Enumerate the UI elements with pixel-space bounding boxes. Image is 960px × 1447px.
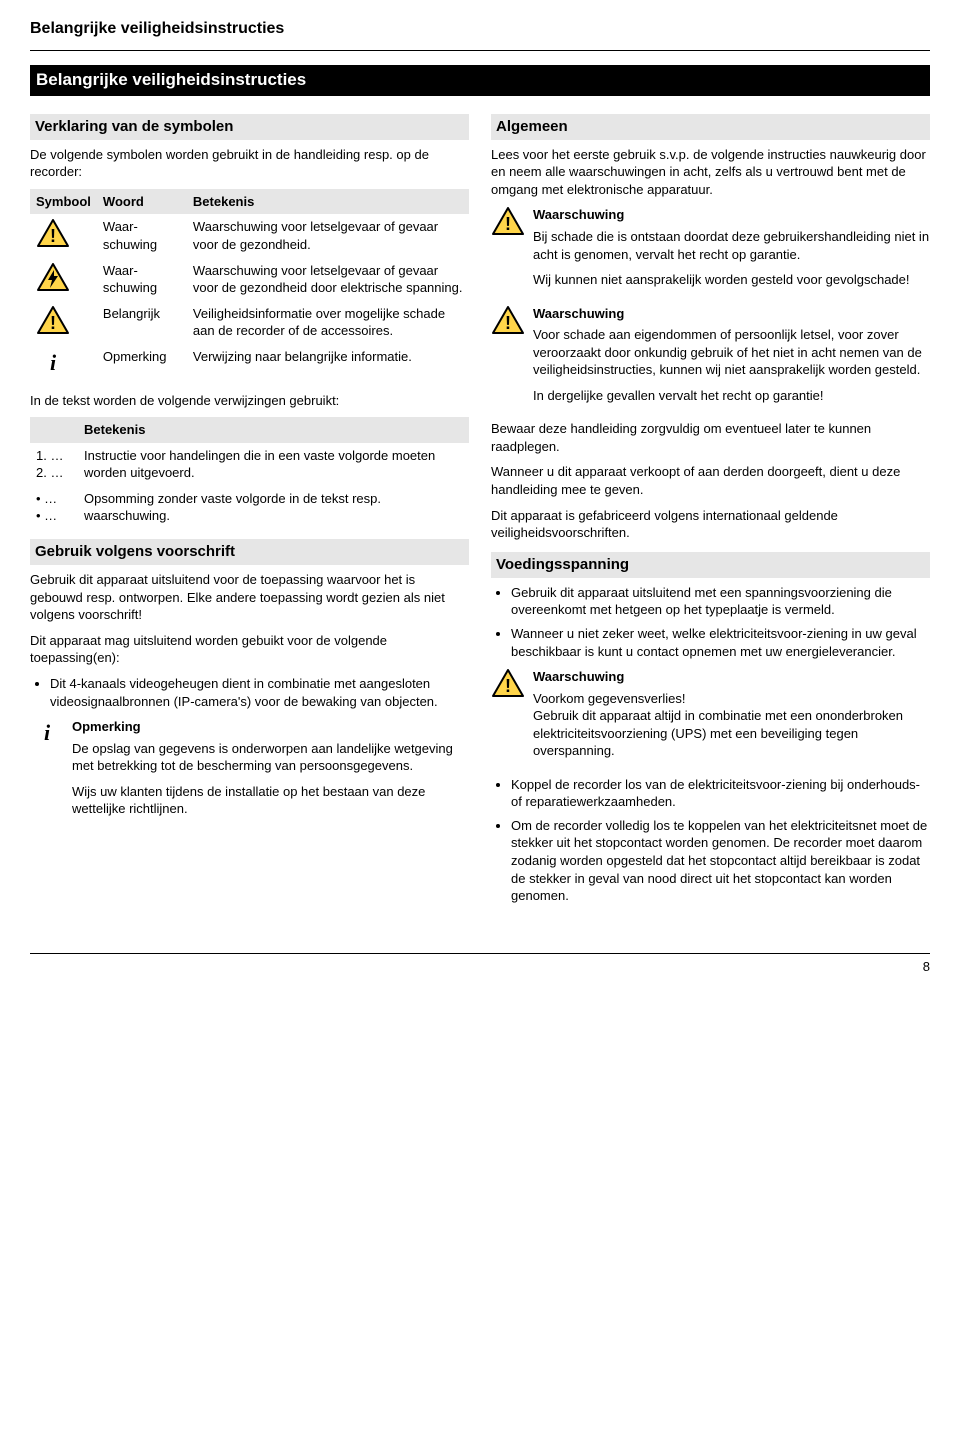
body-text: Dit apparaat mag uitsluitend worden gebu… [30,632,469,667]
bullet-list: Dit 4-kanaals videogeheugen dient in com… [30,675,469,710]
symbol-cell: ! [30,214,97,257]
warning-triangle-icon: ! [491,305,525,335]
warning-block: ! Waarschuwing Voor schade aan eigendomm… [491,305,930,413]
word-cell: Waar-schuwing [97,214,187,257]
section-heading: Verklaring van de symbolen [30,114,469,140]
body-text: Bewaar deze handleiding zorgvuldig om ev… [491,420,930,455]
list-item: Dit 4-kanaals videogeheugen dient in com… [50,675,469,710]
note-title: Waarschuwing [533,206,930,224]
symbol-cell: i [30,344,97,382]
th-betekenis: Betekenis [187,189,469,215]
meaning-cell: Waarschuwing voor letselgevaar of gevaar… [187,214,469,257]
word-cell: Belangrijk [97,301,187,344]
note-icon-wrap: i [30,718,64,748]
svg-text:!: ! [505,214,511,234]
th-betekenis-2: Betekenis [78,417,469,443]
body-text: Dit apparaat is gefabriceerd volgens int… [491,507,930,542]
table-row: ! Belangrijk Veiligheidsinformatie over … [30,301,469,344]
body-text: Lees voor het eerste gebruik s.v.p. de v… [491,146,930,199]
meaning-cell: Verwijzing naar belangrijke informatie. [187,344,469,382]
left-column: Verklaring van de symbolen De volgende s… [30,104,469,913]
note-title: Opmerking [72,718,469,736]
note-text: Voor schade aan eigendommen of persoonli… [533,326,930,379]
page-number: 8 [923,959,930,974]
reference-table: Betekenis 1. … 2. … Instructie voor hand… [30,417,469,529]
note-text: Voorkom gegevensverlies! Gebruik dit app… [533,690,930,760]
symbol-cell [30,258,97,301]
page-footer: 8 [30,953,930,976]
ref-marker-cell: • … • … [30,486,78,529]
empty-header [30,417,78,443]
body-text: Gebruik dit apparaat uitsluitend voor de… [30,571,469,624]
note-icon-wrap: ! [491,668,525,698]
note-icon-wrap: ! [491,305,525,335]
bullet-list: Koppel de recorder los van de elektricit… [491,776,930,905]
ref-meaning-cell: Opsomming zonder vaste volgorde in de te… [78,486,469,529]
table-header-row: Symbool Woord Betekenis [30,189,469,215]
word-cell: Opmerking [97,344,187,382]
warning-block: ! Waarschuwing Bij schade die is ontstaa… [491,206,930,296]
meaning-cell: Waarschuwing voor letselgevaar of gevaar… [187,258,469,301]
info-icon: i [30,718,64,748]
svg-text:!: ! [50,313,56,333]
section-heading: Algemeen [491,114,930,140]
warning-triangle-icon: ! [36,218,91,248]
note-icon-wrap: ! [491,206,525,236]
svg-text:!: ! [505,676,511,696]
note-text: Wijs uw klanten tijdens de installatie o… [72,783,469,818]
note-block: i Opmerking De opslag van gegevens is on… [30,718,469,826]
table-row: 1. … 2. … Instructie voor handelingen di… [30,443,469,486]
note-text: De opslag van gegevens is onderworpen aa… [72,740,469,775]
table-row: ! Waar-schuwing Waarschuwing voor letsel… [30,214,469,257]
note-title: Waarschuwing [533,668,930,686]
info-icon: i [36,348,70,378]
ref-meaning-cell: Instructie voor handelingen die in een v… [78,443,469,486]
table-row: • … • … Opsomming zonder vaste volgorde … [30,486,469,529]
warning-triangle-icon: ! [36,305,91,335]
note-body: Waarschuwing Bij schade die is ontstaan … [533,206,930,296]
svg-text:!: ! [50,226,56,246]
word-cell: Waar-schuwing [97,258,187,301]
symbol-cell: ! [30,301,97,344]
page-header: Belangrijke veiligheidsinstructies [30,18,930,51]
intro-text: De volgende symbolen worden gebruikt in … [30,146,469,181]
right-column: Algemeen Lees voor het eerste gebruik s.… [491,104,930,913]
note-body: Waarschuwing Voor schade aan eigendommen… [533,305,930,413]
list-item: Koppel de recorder los van de elektricit… [511,776,930,811]
note-title: Waarschuwing [533,305,930,323]
warning-triangle-icon: ! [491,668,525,698]
section-black-bar: Belangrijke veiligheidsinstructies [30,65,930,96]
table-row: Waar-schuwing Waarschuwing voor letselge… [30,258,469,301]
symbol-table: Symbool Woord Betekenis ! Waar-schuwing … [30,189,469,382]
svg-text:!: ! [505,313,511,333]
two-column-layout: Verklaring van de symbolen De volgende s… [30,104,930,913]
body-text: Wanneer u dit apparaat verkoopt of aan d… [491,463,930,498]
note-body: Opmerking De opslag van gegevens is onde… [72,718,469,826]
note-text: In dergelijke gevallen vervalt het recht… [533,387,930,405]
warning-block: ! Waarschuwing Voorkom gegevensverlies! … [491,668,930,768]
th-symbool: Symbool [30,189,97,215]
section-heading: Gebruik volgens voorschrift [30,539,469,565]
table-header-row: Betekenis [30,417,469,443]
note-text: Bij schade die is ontstaan doordat deze … [533,228,930,263]
list-item: Om de recorder volledig los te koppelen … [511,817,930,905]
th-woord: Woord [97,189,187,215]
warning-bolt-icon [36,262,91,292]
bullet-list: Gebruik dit apparaat uitsluitend met een… [491,584,930,660]
note-text: Wij kunnen niet aansprakelijk worden ges… [533,271,930,289]
intro-text-2: In de tekst worden de volgende verwijzin… [30,392,469,410]
table-row: i Opmerking Verwijzing naar belangrijke … [30,344,469,382]
note-body: Waarschuwing Voorkom gegevensverlies! Ge… [533,668,930,768]
warning-triangle-icon: ! [491,206,525,236]
list-item: Wanneer u niet zeker weet, welke elektri… [511,625,930,660]
meaning-cell: Veiligheidsinformatie over mogelijke sch… [187,301,469,344]
section-heading: Voedingsspanning [491,552,930,578]
ref-marker-cell: 1. … 2. … [30,443,78,486]
list-item: Gebruik dit apparaat uitsluitend met een… [511,584,930,619]
